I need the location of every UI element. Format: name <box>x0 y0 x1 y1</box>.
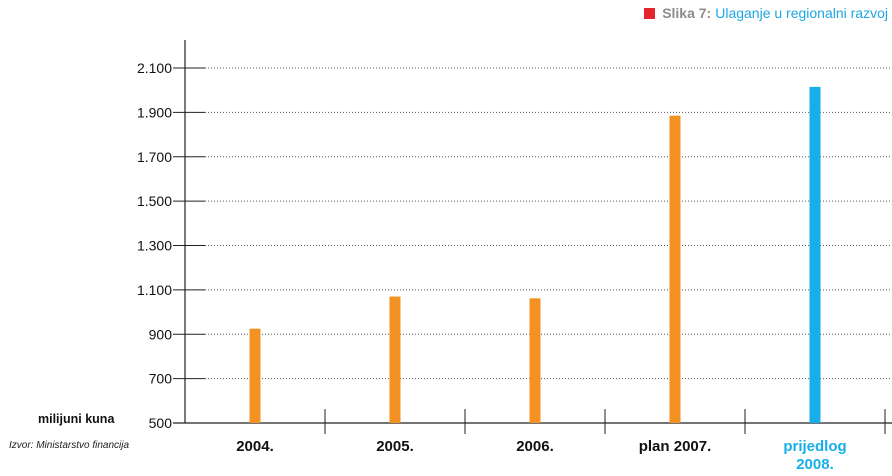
bar <box>809 86 821 423</box>
y-tick-label: 500 <box>149 415 173 431</box>
y-tick-label: 1.700 <box>137 149 172 165</box>
x-tick-label-line2: 2008. <box>796 456 834 473</box>
y-tick-label: 1.500 <box>137 193 172 209</box>
chart-title: Slika 7: Ulaganje u regionalni razvoj <box>644 5 888 21</box>
y-tick-label: 900 <box>149 326 173 342</box>
bar <box>389 296 401 423</box>
bar <box>529 298 541 423</box>
x-tick-label: 2005. <box>376 438 414 455</box>
y-tick-label: 2.100 <box>137 60 172 76</box>
y-axis-unit-label: milijuni kuna <box>38 412 115 426</box>
x-tick-label: 2006. <box>516 438 554 455</box>
y-tick-label: 1.900 <box>137 104 172 120</box>
bar <box>669 115 681 423</box>
y-tick-label: 1.300 <box>137 238 172 254</box>
y-tick-label: 700 <box>149 371 173 387</box>
title-marker-icon <box>644 7 656 19</box>
y-tick-label: 1.100 <box>137 282 172 298</box>
x-tick-label: plan 2007. <box>639 438 712 455</box>
bar <box>249 328 261 423</box>
source-note: Izvor: Ministarstvo financija <box>9 440 130 451</box>
title-prefix: Slika 7: <box>662 5 712 21</box>
x-tick-label: 2004. <box>236 438 274 455</box>
x-tick-label: prijedlog <box>783 438 846 455</box>
title-text: Ulaganje u regionalni razvoj <box>715 5 888 21</box>
